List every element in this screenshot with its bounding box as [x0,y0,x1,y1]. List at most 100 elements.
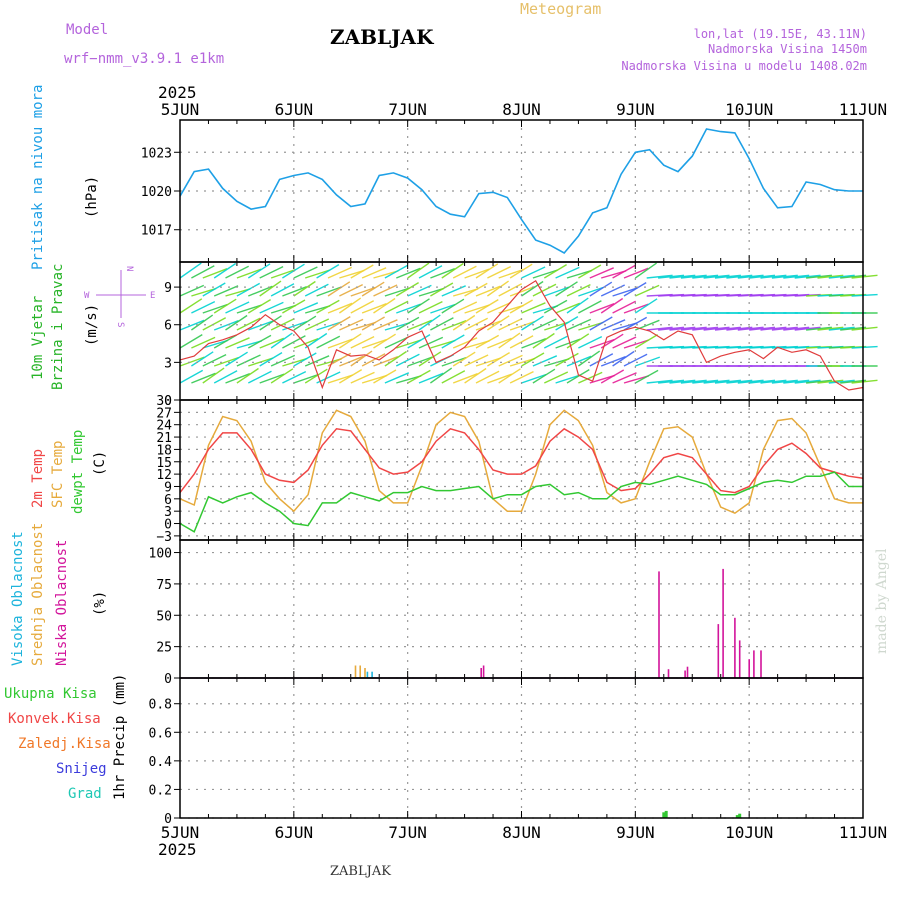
wind-arrow [429,367,453,384]
temp-2m-line [179,427,864,494]
wind-arrow [475,298,499,314]
wind-arrow [202,282,226,297]
mid-cloud-bar [354,665,357,678]
wind-arrow [521,315,544,331]
wind-arrow [634,333,658,349]
wind-arrow [418,287,445,297]
wind-arrow [179,319,205,331]
wind-arrow [783,326,810,331]
y-tick-label: 6 [164,319,172,334]
wind-arrow [418,300,443,314]
wind-arrow [418,265,443,279]
compass-n: N [124,266,134,271]
wind-arrow [600,356,626,367]
wind-arrow [293,373,319,384]
wind-arrow [282,335,306,349]
wind-arrow [600,297,624,314]
wind-arrow [669,274,696,279]
wind-arrow [441,356,467,367]
wind-arrow [225,265,250,279]
wind-arrow [646,274,673,279]
meteogram-label: Meteogram [520,0,601,18]
low-cloud-bar [717,624,720,678]
wind-arrow [578,335,603,349]
wind-arrow [304,283,329,297]
y-tick-label: 1017 [141,224,172,239]
wind-arrow [213,370,238,384]
wind-arrow [634,262,658,279]
wind-arrow [464,317,489,331]
wind-arrow [840,274,867,279]
precip-legend-total: Ukupna Kisa [4,686,97,702]
y-tick-label: 21 [156,431,172,446]
wind-arrow [316,335,341,349]
wind-arrow [680,274,707,279]
wind-arrow [441,370,466,384]
wind-arrow [213,298,237,314]
wind-arrow [623,282,647,297]
wind-arrow [259,315,282,331]
wind-arrow [714,379,741,384]
y-tick-label: 25 [156,641,172,656]
wind-arrow [794,274,821,279]
wind-arrow [646,326,673,331]
wind-arrow [521,280,544,297]
wind-arrow [225,314,248,331]
wind-arrow [361,267,387,279]
wind-arrow [282,370,307,384]
wind-arrow [828,274,855,279]
wind-arrow [282,299,306,314]
y-tick-label: 6 [164,493,172,508]
wind-arrow [760,379,787,384]
wind-arrow [544,371,569,384]
wind-y-ticks: 0 3 6 9 [164,281,180,409]
wind-arrow [566,355,592,367]
y-tick-label: 12 [156,468,172,483]
wind-arrow [475,334,500,349]
time-label-bottom: 5JUN [161,823,200,842]
wind-arrow [407,319,433,331]
wind-arrow [338,297,362,314]
mid-cloud-bar [359,665,361,678]
wind-arrow [783,379,810,384]
wind-arrow [270,268,296,279]
wind-arrow [430,282,454,297]
wind-arrow [464,304,490,314]
precip-unit: 1hr Precip (mm) [112,674,128,800]
cloud-label-mid: Srednja Oblacnost [30,523,46,666]
wind-arrow [475,370,500,384]
wind-arrow [498,332,521,349]
wind-arrow [213,356,239,367]
wind-arrow [771,379,798,384]
y-tick-label: 0.6 [149,726,172,741]
wind-grid [179,262,864,401]
wind-arrow [680,379,707,384]
y-tick-label: 24 [156,419,172,434]
wind-arrow [555,281,578,297]
mid-cloud-bar [364,668,366,678]
low-cloud-bar [760,650,762,678]
wind-arrow [259,373,285,384]
wind-arrow [634,369,659,384]
wind-arrow [213,285,239,297]
wind-arrow [213,334,238,349]
wind-arrow [543,263,567,279]
wind-arrow [407,369,431,384]
wind-arrow [840,379,867,384]
low-cloud-bar [482,665,485,678]
wind-arrow [236,282,261,297]
wind-arrow [589,281,613,297]
precip-bars [662,810,742,818]
wind-arrow [384,336,409,349]
wind-arrow [623,303,649,314]
wind-arrow [259,265,284,279]
wind-arrow [384,300,409,314]
wind-arrow [384,264,408,279]
wind-arrow [418,351,442,367]
wind-arrow [828,326,855,331]
wind-arrow [407,356,433,367]
wind-arrow [418,336,444,349]
wind-arrow [634,298,658,314]
